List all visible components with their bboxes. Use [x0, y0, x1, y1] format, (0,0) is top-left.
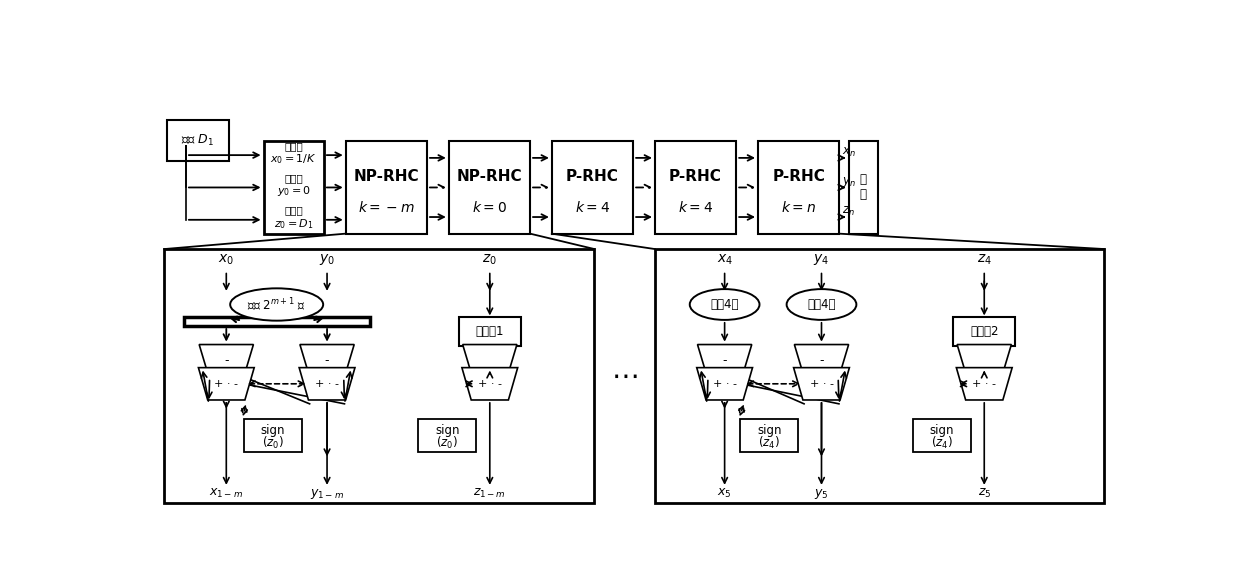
Text: $k=4$: $k=4$ — [678, 200, 713, 215]
Polygon shape — [299, 367, 355, 400]
Text: 查找表2: 查找表2 — [970, 325, 998, 338]
Text: -: - — [723, 354, 727, 367]
Bar — [459, 317, 521, 346]
Text: $y_5$: $y_5$ — [815, 487, 828, 501]
Text: 初始值: 初始值 — [284, 205, 303, 216]
Text: 右移4位: 右移4位 — [807, 298, 836, 311]
Text: $x_4$: $x_4$ — [717, 253, 733, 267]
Bar — [913, 419, 971, 452]
Text: + · -: + · - — [215, 379, 238, 389]
Text: $x_0=1/K$: $x_0=1/K$ — [270, 152, 317, 166]
Text: $z_4$: $z_4$ — [977, 253, 992, 267]
Text: $( z_4 )$: $( z_4 )$ — [931, 435, 952, 451]
Polygon shape — [698, 344, 751, 377]
Bar — [244, 419, 301, 452]
Text: $\cdots$: $\cdots$ — [611, 362, 637, 390]
Polygon shape — [956, 367, 1012, 400]
Text: $z_0$: $z_0$ — [482, 253, 497, 267]
Text: $k=-m$: $k=-m$ — [358, 200, 414, 215]
Bar — [184, 317, 370, 326]
Bar — [758, 141, 839, 234]
Text: $( z_4 )$: $( z_4 )$ — [758, 435, 780, 451]
Text: 右移 $2^{m+1}$ 位: 右移 $2^{m+1}$ 位 — [247, 296, 306, 313]
Text: 输入 $D_1$: 输入 $D_1$ — [181, 133, 215, 148]
Bar — [655, 141, 737, 234]
Text: 初始值: 初始值 — [284, 173, 303, 183]
Polygon shape — [463, 344, 517, 377]
Text: $z_n$: $z_n$ — [842, 205, 854, 218]
Text: $y_4$: $y_4$ — [813, 253, 830, 267]
Text: + · -: + · - — [972, 379, 996, 389]
Ellipse shape — [231, 288, 324, 321]
Text: + · -: + · - — [315, 379, 339, 389]
Text: $x_5$: $x_5$ — [718, 487, 732, 501]
Bar — [740, 419, 799, 452]
Bar — [655, 249, 1105, 503]
Polygon shape — [463, 367, 518, 400]
Text: $k=0$: $k=0$ — [472, 200, 507, 215]
Polygon shape — [697, 367, 753, 400]
Text: 查找表1: 查找表1 — [476, 325, 503, 338]
Text: $x_{1-m}$: $x_{1-m}$ — [210, 487, 243, 501]
Text: $z_0=D_1$: $z_0=D_1$ — [274, 217, 314, 231]
Bar — [954, 317, 1016, 346]
Text: 输
出: 输 出 — [859, 173, 867, 201]
Ellipse shape — [786, 289, 857, 320]
Text: $y_0=0$: $y_0=0$ — [277, 184, 311, 198]
Text: $y_{1-m}$: $y_{1-m}$ — [310, 487, 343, 501]
Text: NP-RHC: NP-RHC — [456, 169, 522, 184]
Text: $x_0$: $x_0$ — [218, 253, 234, 267]
Text: $k=n$: $k=n$ — [781, 200, 816, 215]
Polygon shape — [200, 344, 253, 377]
Text: -: - — [325, 354, 330, 367]
Text: sign: sign — [929, 424, 954, 436]
Text: $y_n$: $y_n$ — [842, 175, 856, 189]
Text: sign: sign — [435, 424, 460, 436]
Text: P-RHC: P-RHC — [773, 169, 825, 184]
Bar — [164, 249, 594, 503]
Text: 初始值: 初始值 — [284, 141, 303, 151]
Text: P-RHC: P-RHC — [565, 169, 619, 184]
Polygon shape — [198, 367, 254, 400]
Text: -: - — [820, 354, 823, 367]
Text: -: - — [224, 354, 228, 367]
Text: $y_0$: $y_0$ — [319, 253, 335, 267]
Text: $z_5$: $z_5$ — [977, 487, 991, 501]
Text: + · -: + · - — [477, 379, 502, 389]
Bar — [263, 141, 324, 234]
Text: + · -: + · - — [713, 379, 737, 389]
Text: + · -: + · - — [810, 379, 833, 389]
Bar — [418, 419, 476, 452]
Text: $k=4$: $k=4$ — [575, 200, 610, 215]
Text: P-RHC: P-RHC — [670, 169, 722, 184]
Text: $( z_0 )$: $( z_0 )$ — [262, 435, 284, 451]
Text: $z_{1-m}$: $z_{1-m}$ — [474, 487, 506, 501]
Bar — [552, 141, 634, 234]
Polygon shape — [300, 344, 355, 377]
Text: sign: sign — [260, 424, 285, 436]
Polygon shape — [795, 344, 848, 377]
Polygon shape — [957, 344, 1012, 377]
Bar — [166, 121, 228, 161]
Text: 右移4位: 右移4位 — [711, 298, 739, 311]
Text: sign: sign — [756, 424, 781, 436]
Bar — [346, 141, 427, 234]
Polygon shape — [794, 367, 849, 400]
Text: $( z_0 )$: $( z_0 )$ — [436, 435, 458, 451]
Text: NP-RHC: NP-RHC — [353, 169, 419, 184]
Ellipse shape — [689, 289, 759, 320]
Bar — [449, 141, 531, 234]
Bar — [848, 141, 878, 234]
Text: $x_n$: $x_n$ — [842, 146, 856, 159]
